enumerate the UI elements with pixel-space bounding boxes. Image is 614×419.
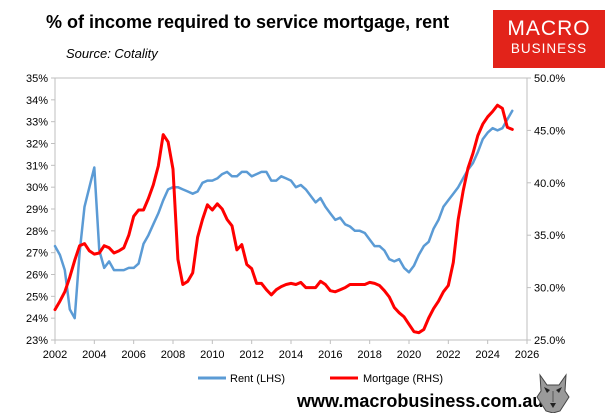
y-left-tick-label: 30%	[26, 182, 48, 194]
chart-title: % of income required to service mortgage…	[46, 12, 450, 32]
y-left-tick-label: 29%	[26, 204, 48, 216]
x-tick-label: 2016	[318, 349, 342, 361]
x-tick-label: 2004	[82, 349, 106, 361]
plot-area-frame	[54, 77, 528, 341]
wolf-icon	[536, 373, 570, 413]
x-tick-label: 2002	[43, 349, 67, 361]
y-left-tick-label: 32%	[26, 139, 48, 151]
x-tick-label: 2024	[475, 349, 499, 361]
y-right-tick-label: 45.0%	[534, 125, 565, 137]
y-left-tick-label: 27%	[26, 248, 48, 260]
x-tick-label: 2008	[161, 349, 185, 361]
x-tick-label: 2012	[239, 349, 263, 361]
y-left-tick-label: 34%	[26, 95, 48, 107]
legend: Rent (LHS) Mortgage (RHS)	[198, 373, 443, 385]
y-left-tick-label: 31%	[26, 160, 48, 172]
y-right-tick-label: 30.0%	[534, 283, 565, 295]
x-tick-label: 2026	[515, 349, 539, 361]
x-tick-label: 2018	[357, 349, 381, 361]
y-left-tick-label: 33%	[26, 117, 48, 129]
logo-line-2: BUSINESS	[510, 41, 588, 56]
website-url: www.macrobusiness.com.au	[297, 391, 544, 411]
chart-source: Source: Cotality	[66, 46, 158, 61]
series-line-mortgage	[53, 103, 514, 335]
axes: 23% 24% 25% 26% 27% 28% 29% 30% 31% 32% 33% 34% 35% 2…	[26, 73, 565, 361]
y-left-tick-label: 23%	[26, 335, 48, 347]
x-tick-label: 2010	[200, 349, 224, 361]
logo-line-1: MACRO	[507, 17, 591, 40]
legend-label-rent: Rent (LHS)	[230, 373, 285, 385]
x-tick-label: 2020	[397, 349, 421, 361]
y-left-tick-label: 25%	[26, 291, 48, 303]
series-line-rent	[53, 109, 514, 320]
x-tick-label: 2014	[279, 349, 303, 361]
legend-label-mortgage: Mortgage (RHS)	[363, 373, 443, 385]
y-left-tick-label: 26%	[26, 270, 48, 282]
y-right-tick-label: 50.0%	[534, 73, 565, 85]
series-lines	[53, 103, 514, 335]
x-tick-label: 2022	[436, 349, 460, 361]
y-left-tick-label: 28%	[26, 226, 48, 238]
y-left-tick-label: 24%	[26, 313, 48, 325]
y-right-tick-label: 25.0%	[534, 335, 565, 347]
y-right-tick-label: 40.0%	[534, 178, 565, 190]
macrobusiness-logo: MACRO BUSINESS	[493, 10, 605, 68]
y-right-tick-label: 35.0%	[534, 230, 565, 242]
x-tick-label: 2006	[121, 349, 145, 361]
y-left-tick-label: 35%	[26, 73, 48, 85]
